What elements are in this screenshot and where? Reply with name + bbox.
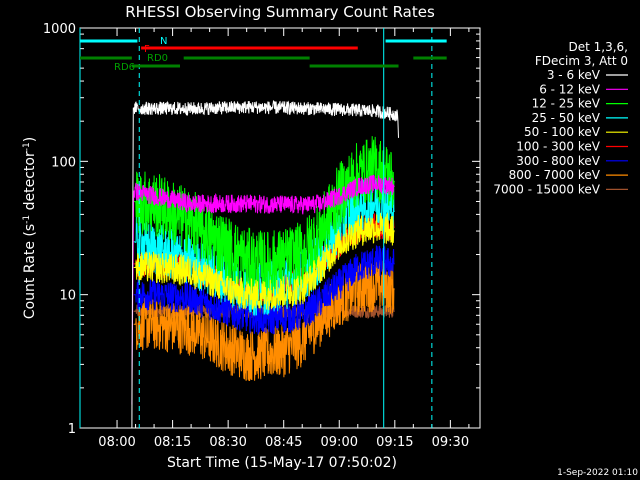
legend-label: 50 - 100 keV bbox=[524, 125, 601, 139]
x-tick-label: 08:00 bbox=[98, 435, 135, 450]
x-tick-label: 08:45 bbox=[265, 435, 302, 450]
x-axis-label: Start Time (15-May-17 07:50:02) bbox=[167, 455, 397, 471]
y-tick-label: 1000 bbox=[43, 22, 76, 37]
legend-label: 800 - 7000 keV bbox=[509, 168, 601, 182]
legend-label: 7000 - 15000 keV bbox=[493, 182, 600, 196]
legend-label: 100 - 300 keV bbox=[516, 140, 600, 154]
chart-title: RHESSI Observing Summary Count Rates bbox=[125, 3, 435, 21]
footer-timestamp: 1-Sep-2022 01:10 bbox=[557, 468, 638, 478]
y-tick-label: 1 bbox=[68, 422, 76, 437]
legend-header: Det 1,3,6, bbox=[569, 40, 629, 54]
status-bar-label: RD0 bbox=[147, 53, 168, 64]
series-layer bbox=[131, 100, 399, 429]
vertical-lines bbox=[79, 28, 433, 428]
legend-label: 25 - 50 keV bbox=[532, 111, 601, 125]
series-line bbox=[131, 100, 399, 429]
x-tick-label: 09:30 bbox=[432, 435, 469, 450]
series-line bbox=[131, 174, 395, 405]
y-tick-label: 10 bbox=[59, 289, 76, 304]
x-tick-label: 08:30 bbox=[209, 435, 246, 450]
legend-header: FDecim 3, Att 0 bbox=[535, 54, 628, 68]
status-bar-label: F bbox=[144, 44, 150, 55]
status-bar-label: RD6 bbox=[114, 62, 135, 73]
legend-label: 300 - 800 keV bbox=[516, 154, 600, 168]
x-tick-label: 09:00 bbox=[321, 435, 358, 450]
axis-ticks: 08:00 08:15 08:30 08:45 09:00 09:15 09:30 1 10 10… bbox=[43, 22, 480, 450]
legend-label: 6 - 12 keV bbox=[539, 82, 601, 96]
legend-label: 12 - 25 keV bbox=[532, 97, 601, 111]
series-line bbox=[133, 212, 395, 311]
x-tick-label: 08:15 bbox=[154, 435, 191, 450]
y-axis-label: Count Rate (s-1 detector-1) bbox=[22, 137, 38, 319]
series-line bbox=[133, 245, 395, 335]
x-tick-label: 09:15 bbox=[376, 435, 413, 450]
series-line bbox=[133, 136, 395, 297]
y-tick-label: 100 bbox=[51, 155, 76, 170]
legend-label: 3 - 6 keV bbox=[547, 68, 601, 82]
status-bar-label: N bbox=[160, 36, 167, 47]
